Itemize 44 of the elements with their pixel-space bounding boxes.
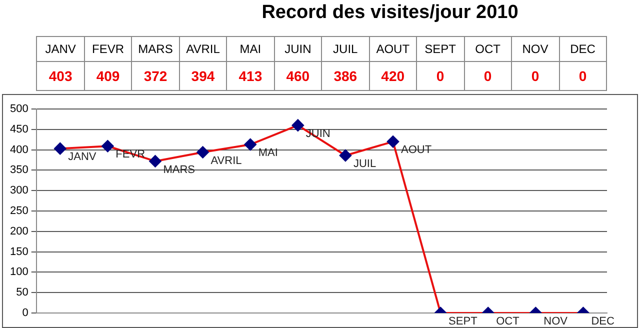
x-tick-label: AOUT — [369, 36, 417, 62]
x-tick-label: AVRIL — [179, 36, 227, 62]
x-tick-label: JANV — [36, 36, 84, 62]
x-tick-label: DEC — [559, 36, 606, 62]
data-label: 386 — [322, 62, 370, 90]
y-tick-label: 150 — [10, 246, 28, 258]
x-tick-label: FEVR — [84, 36, 132, 62]
y-tick-label: 100 — [10, 266, 28, 278]
data-label: 413 — [226, 62, 274, 90]
category-label: DEC — [591, 316, 614, 328]
x-tick-label: MAI — [226, 36, 274, 62]
category-label: JANV — [68, 151, 96, 164]
chart-title: Record des visites/jour 2010 — [260, 2, 520, 24]
data-label: 403 — [36, 62, 84, 90]
category-label: MAI — [258, 147, 278, 160]
category-label: NOV — [544, 316, 568, 328]
x-tick-label: MARS — [132, 36, 180, 62]
data-label: 420 — [369, 62, 417, 90]
data-label: 460 — [274, 62, 322, 90]
x-tick-label: SEPT — [416, 36, 464, 62]
y-tick-label: 300 — [10, 184, 28, 197]
data-label: 409 — [84, 62, 132, 90]
y-tick-label: 450 — [10, 123, 28, 136]
x-tick-label: JUIL — [322, 36, 370, 62]
y-tick-label: 200 — [10, 225, 28, 238]
data-label: 0 — [464, 62, 512, 90]
category-label: AVRIL — [210, 154, 242, 167]
y-tick-label: 250 — [10, 205, 28, 218]
category-label: SEPT — [448, 316, 478, 328]
y-tick-label: 500 — [10, 103, 28, 116]
data-label: 372 — [132, 62, 180, 90]
y-tick-label: 400 — [10, 144, 28, 156]
y-tick-label: 0 — [22, 307, 28, 320]
data-label: 394 — [179, 62, 227, 90]
category-label: JUIL — [353, 158, 376, 170]
x-tick-label: OCT — [464, 36, 512, 62]
data-label: 0 — [559, 62, 606, 90]
x-tick-label: NOV — [512, 36, 559, 62]
category-label: OCT — [496, 316, 520, 328]
data-label: 0 — [512, 62, 559, 90]
x-tick-label: JUIN — [274, 36, 322, 62]
y-tick-label: 350 — [10, 164, 28, 176]
y-tick-label: 50 — [16, 286, 28, 299]
data-label: 0 — [416, 62, 464, 90]
